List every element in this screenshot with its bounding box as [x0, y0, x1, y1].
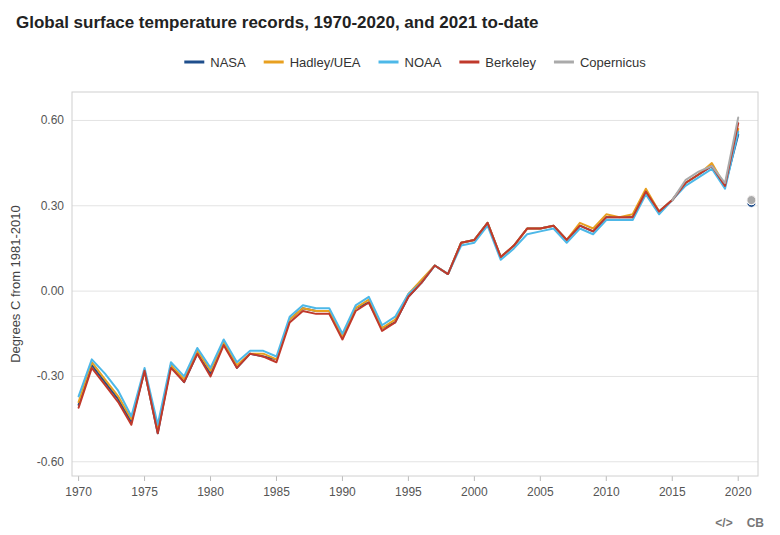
legend-label: Copernicus [580, 55, 646, 70]
x-tick [210, 476, 211, 481]
series-line [79, 129, 739, 431]
y-tick-label: 0.60 [41, 113, 65, 127]
annotation: </> [715, 516, 732, 530]
point [747, 196, 756, 205]
plot-frame [72, 92, 758, 476]
x-tick [540, 476, 541, 481]
x-tick [474, 476, 475, 481]
grid-line [72, 376, 758, 377]
chart: Global surface temperature records, 1970… [0, 0, 780, 535]
legend: NASA Hadley/UEA NOAA Berkeley Copernicus [184, 55, 646, 70]
x-tick-label: 2015 [659, 485, 686, 499]
grid-line [72, 120, 758, 121]
x-tick-label: 1980 [197, 485, 224, 499]
title: Global surface temperature records, 1970… [16, 13, 539, 32]
point [747, 196, 756, 205]
legend-item: Hadley/UEA [264, 55, 361, 70]
series-line [79, 132, 739, 425]
x-tick [342, 476, 343, 481]
x-tick [276, 476, 277, 481]
legend-item: Berkeley [459, 55, 536, 70]
x-tick-label: 1985 [263, 485, 290, 499]
y-tick-label: -0.60 [37, 455, 65, 469]
point [747, 196, 756, 205]
y-tick-label: 0.00 [41, 284, 65, 298]
x-tick-label: 2010 [593, 485, 620, 499]
series-line [672, 118, 738, 200]
y-tick-label: -0.30 [37, 369, 65, 383]
x-tick [606, 476, 607, 481]
x-tick [408, 476, 409, 481]
legend-item: NOAA [379, 55, 442, 70]
series-line [79, 135, 739, 434]
legend-label: Hadley/UEA [290, 55, 361, 70]
series-line [79, 123, 739, 433]
x-tick-label: 2020 [725, 485, 752, 499]
page: {"chart_data": { "type": "line", "title"… [0, 0, 780, 535]
legend-item: NASA [184, 55, 246, 70]
grid-line [72, 461, 758, 462]
x-tick-label: 1990 [329, 485, 356, 499]
x-tick-label: 1970 [65, 485, 92, 499]
legend-swatch [459, 61, 479, 64]
legend-swatch [264, 61, 284, 64]
axes: -0.60 -0.30 0.00 0.30 0.60 1970 1975 1980 1985 19… [37, 92, 758, 499]
legend-label: Berkeley [485, 55, 536, 70]
x-tick-label: 2000 [461, 485, 488, 499]
y-axis-label: Degrees C from 1981-2010 [8, 205, 23, 363]
legend-item: Copernicus [554, 55, 646, 70]
legend-label: NASA [210, 55, 246, 70]
x-tick [78, 476, 79, 481]
x-tick-label: 1975 [131, 485, 158, 499]
legend-swatch [554, 61, 574, 64]
annotation: CB [747, 516, 765, 530]
x-tick-label: 2005 [527, 485, 554, 499]
x-tick-label: 1995 [395, 485, 422, 499]
point [747, 196, 756, 205]
legend-swatch [379, 61, 399, 64]
legend-swatch [184, 61, 204, 64]
x-tick [144, 476, 145, 481]
y-tick-label: 0.30 [41, 199, 65, 213]
marks [79, 118, 756, 434]
x-tick [672, 476, 673, 481]
legend-label: NOAA [405, 55, 442, 70]
x-tick [738, 476, 739, 481]
